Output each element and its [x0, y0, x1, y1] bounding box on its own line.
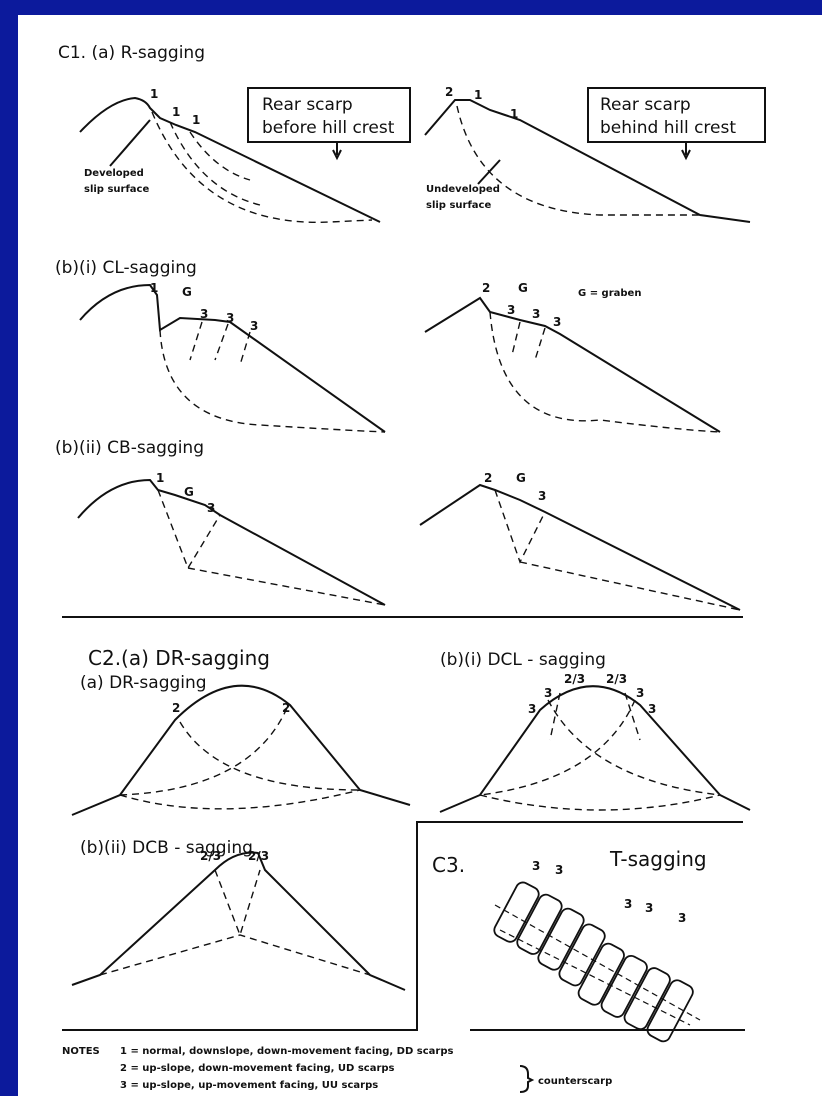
scarp-label: 3	[648, 702, 656, 716]
box-text: Rear scarp	[262, 95, 353, 115]
section-title: (b)(i) CL-sagging	[55, 258, 197, 278]
scarp-label: 3	[528, 702, 536, 716]
scarp-label: 1	[150, 281, 158, 295]
scarp-label: 2/3	[564, 672, 585, 686]
section-title: (b)(ii) CB-sagging	[55, 438, 204, 458]
note-text: slip surface	[84, 184, 149, 195]
scarp-label: 2	[172, 701, 180, 715]
scarp-label: 3	[678, 911, 686, 925]
scarp-label: G	[518, 281, 528, 295]
scarp-label: 3	[538, 489, 546, 503]
scarp-label: 3	[507, 303, 515, 317]
subtitle: (a) DR-sagging	[80, 673, 207, 693]
box-text: before hill crest	[262, 118, 395, 138]
page: C1. (a) R-sagging 1 1 1 Rear scarp befor…	[0, 0, 822, 1096]
scarp-label: 2	[445, 85, 453, 99]
box-text: Rear scarp	[600, 95, 691, 115]
note-text: Developed	[84, 168, 144, 179]
note-item: 3 = up-slope, up-movement facing, UU sca…	[120, 1080, 378, 1091]
note-item: 2 = up-slope, down-movement facing, UD s…	[120, 1063, 395, 1074]
scarp-label: G	[184, 485, 194, 499]
scarp-label: G	[516, 471, 526, 485]
scarp-label: 3	[532, 859, 540, 873]
scarp-label: 1	[156, 471, 164, 485]
scarp-label: 2	[484, 471, 492, 485]
scarp-label: 3	[200, 307, 208, 321]
section-title: C3.	[432, 853, 465, 877]
figure: C1. (a) R-sagging 1 1 1 Rear scarp befor…	[0, 0, 822, 1096]
scarp-label: 2/3	[606, 672, 627, 686]
scarp-label: 2	[482, 281, 490, 295]
scarp-label: 1	[172, 105, 180, 119]
scarp-label: 1	[474, 88, 482, 102]
notes-heading: NOTES	[62, 1046, 100, 1057]
box-text: behind hill crest	[600, 118, 736, 138]
scarp-label: 1	[510, 107, 518, 121]
scarp-label: 1	[150, 87, 158, 101]
scarp-label: 2/3	[248, 849, 269, 863]
scarp-label: 3	[555, 863, 563, 877]
scarp-label: G	[182, 285, 192, 299]
scarp-label: 3	[250, 319, 258, 333]
bracket-text: counterscarp	[538, 1076, 612, 1087]
scarp-label: 3	[624, 897, 632, 911]
scarp-label: 3	[636, 686, 644, 700]
scarp-label: 3	[544, 686, 552, 700]
scarp-label: 3	[226, 311, 234, 325]
section-title: C1. (a) R-sagging	[58, 43, 205, 63]
section-title: (b)(ii) DCB - sagging	[80, 838, 253, 858]
scarp-label: 1	[192, 113, 200, 127]
scarp-label: 3	[207, 501, 215, 515]
legend-text: G = graben	[578, 288, 641, 299]
section-title: (b)(i) DCL - sagging	[440, 650, 606, 670]
note-item: 1 = normal, downslope, down-movement fac…	[120, 1046, 453, 1057]
scarp-label: 2/3	[200, 849, 221, 863]
section-title: C2.(a) DR-sagging	[88, 646, 270, 670]
note-text: slip surface	[426, 200, 491, 211]
note-text: Undeveloped	[426, 184, 500, 195]
scarp-label: 3	[532, 307, 540, 321]
scarp-label: 3	[553, 315, 561, 329]
scarp-label: 2	[282, 701, 290, 715]
section-title: T-sagging	[609, 847, 707, 871]
scarp-label: 3	[645, 901, 653, 915]
